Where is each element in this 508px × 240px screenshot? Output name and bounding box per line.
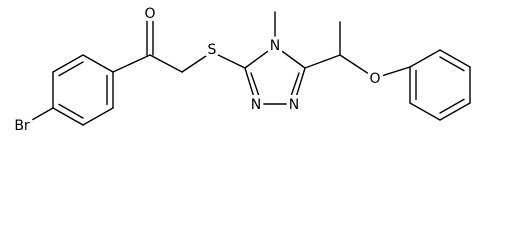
atom-label: S (208, 42, 217, 58)
atom-labels: O S N N N O Br (11, 3, 384, 138)
atom-label: N (289, 97, 299, 113)
molecule-diagram: O S N N N O Br (11, 3, 471, 138)
atom-label: N (270, 38, 280, 54)
bonds (24, 11, 471, 126)
atom-label: N (251, 97, 261, 113)
atom-label: Br (14, 118, 30, 134)
atom-label: O (144, 6, 155, 22)
atom-label: O (369, 71, 380, 87)
